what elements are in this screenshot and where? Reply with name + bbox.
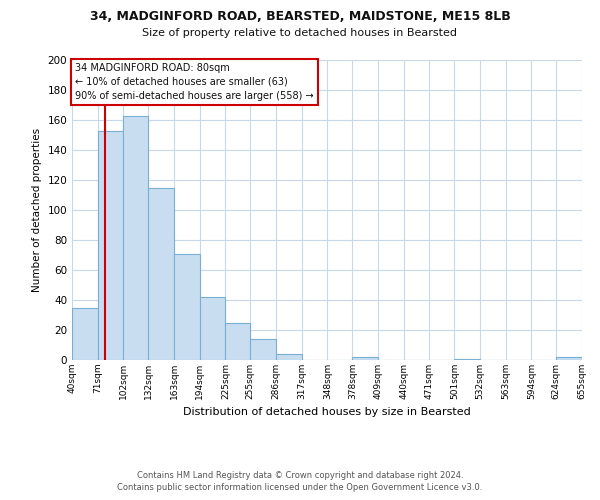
Bar [174,254,200,360]
Bar [250,339,276,360]
Bar [200,297,226,360]
Text: 34, MADGINFORD ROAD, BEARSTED, MAIDSTONE, ME15 8LB: 34, MADGINFORD ROAD, BEARSTED, MAIDSTONE… [89,10,511,23]
Bar [226,322,250,360]
Y-axis label: Number of detached properties: Number of detached properties [32,128,42,292]
Bar [72,308,98,360]
Bar [276,354,302,360]
Bar [148,188,174,360]
Text: Contains public sector information licensed under the Open Government Licence v3: Contains public sector information licen… [118,484,482,492]
Bar [454,358,480,360]
Text: Size of property relative to detached houses in Bearsted: Size of property relative to detached ho… [143,28,458,38]
Bar [352,357,378,360]
Text: 34 MADGINFORD ROAD: 80sqm
← 10% of detached houses are smaller (63)
90% of semi-: 34 MADGINFORD ROAD: 80sqm ← 10% of detac… [76,63,314,101]
X-axis label: Distribution of detached houses by size in Bearsted: Distribution of detached houses by size … [183,408,471,418]
Bar [124,116,148,360]
Bar [98,130,124,360]
Bar [556,357,582,360]
Text: Contains HM Land Registry data © Crown copyright and database right 2024.: Contains HM Land Registry data © Crown c… [137,471,463,480]
